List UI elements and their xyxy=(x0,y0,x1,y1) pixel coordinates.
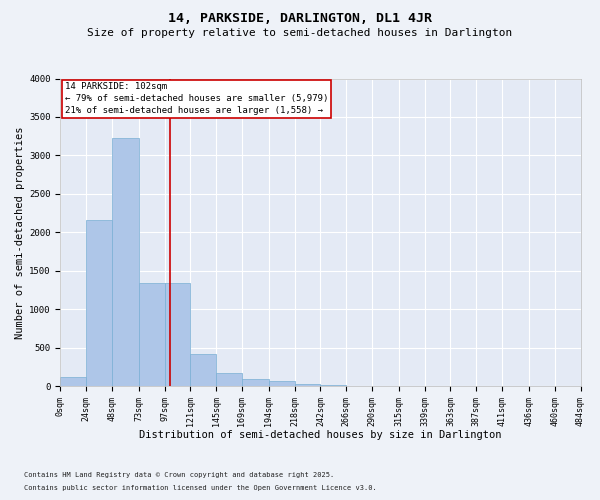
Text: Contains HM Land Registry data © Crown copyright and database right 2025.: Contains HM Land Registry data © Crown c… xyxy=(24,472,334,478)
Bar xyxy=(216,373,242,386)
Bar xyxy=(112,138,139,386)
Bar xyxy=(190,354,216,386)
Text: Size of property relative to semi-detached houses in Darlington: Size of property relative to semi-detach… xyxy=(88,28,512,38)
Bar xyxy=(295,384,320,386)
Bar xyxy=(164,283,190,386)
Y-axis label: Number of semi-detached properties: Number of semi-detached properties xyxy=(15,126,25,338)
X-axis label: Distribution of semi-detached houses by size in Darlington: Distribution of semi-detached houses by … xyxy=(139,430,502,440)
Bar xyxy=(139,283,164,386)
Text: 14, PARKSIDE, DARLINGTON, DL1 4JR: 14, PARKSIDE, DARLINGTON, DL1 4JR xyxy=(168,12,432,26)
Bar xyxy=(86,220,112,386)
Bar xyxy=(61,377,86,386)
Bar xyxy=(320,385,346,386)
Text: 14 PARKSIDE: 102sqm
← 79% of semi-detached houses are smaller (5,979)
21% of sem: 14 PARKSIDE: 102sqm ← 79% of semi-detach… xyxy=(65,82,328,115)
Bar xyxy=(242,379,269,386)
Text: Contains public sector information licensed under the Open Government Licence v3: Contains public sector information licen… xyxy=(24,485,377,491)
Bar xyxy=(269,382,295,386)
